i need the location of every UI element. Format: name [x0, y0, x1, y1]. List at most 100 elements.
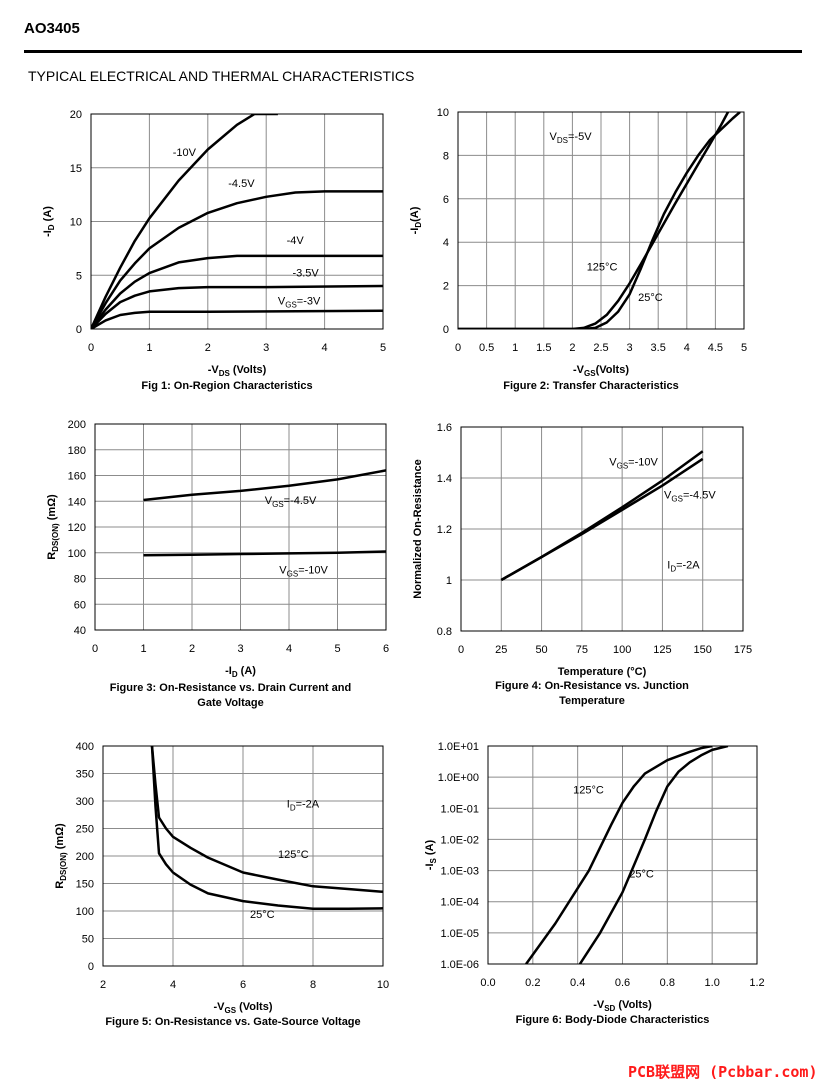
- y-axis-label: -ID(A): [409, 206, 423, 234]
- series-annotation: -4V: [287, 235, 305, 247]
- series-line-2: [150, 746, 383, 911]
- series-annotation: -10V: [173, 147, 197, 159]
- series-line-2: [91, 190, 383, 329]
- x-tick-label: 50: [535, 644, 547, 656]
- series-line-1: [150, 746, 383, 894]
- x-tick-label: 8: [310, 979, 316, 991]
- chart-6: 0.0 0.2 0.4 0.6 0.8 1.0 1.2 1.0E-06 1.0E-05 1.0E-…: [424, 741, 765, 1026]
- y-tick-label: 1.0E-06: [440, 959, 479, 971]
- x-tick-label: 5: [334, 643, 340, 655]
- y-tick-label: 400: [76, 741, 94, 753]
- series-line-2: [578, 746, 729, 964]
- x-tick-label: 0: [455, 342, 461, 354]
- y-tick-label: 80: [74, 574, 86, 586]
- series-line-1: [458, 112, 730, 329]
- series-annotation: 125°C: [587, 261, 618, 273]
- y-tick-label: 120: [68, 522, 86, 534]
- x-tick-label: 1: [140, 643, 146, 655]
- x-tick-label: 0: [88, 342, 94, 354]
- y-tick-label: 1.4: [437, 473, 452, 485]
- y-tick-label: 1.0E-04: [440, 897, 479, 909]
- figure-title: Figure 6: Body-Diode Characteristics: [516, 1014, 710, 1026]
- x-tick-label: 0.4: [570, 977, 585, 989]
- y-tick-label: 0: [76, 324, 82, 336]
- series-annotation: VGS=-4.5V: [265, 495, 317, 509]
- x-tick-label: 1.5: [536, 342, 551, 354]
- chart-4: 0 25 50 75 100 125 150 175 0.8 1 1.2 1.4 1.6 Temperat…: [412, 422, 752, 707]
- y-tick-label: 1: [446, 575, 452, 587]
- x-tick-label: 1.2: [749, 977, 764, 989]
- y-axis-label: RDS(ON) (mΩ): [54, 823, 68, 889]
- plot-frame: [457, 111, 745, 330]
- x-tick-label: 5: [741, 342, 747, 354]
- y-tick-label: 250: [76, 824, 94, 836]
- figure-title: Gate Voltage: [197, 697, 263, 709]
- figure-title: Temperature: [559, 695, 625, 707]
- header-divider: [24, 50, 802, 53]
- series-line-5: [91, 309, 383, 329]
- y-tick-label: 20: [70, 109, 82, 121]
- chart-2: 0 0.5 1 1.5 2 2.5 3 3.5 4 4.5 5 0 2 4 6 8 10 -VGS(Volts) -…: [409, 107, 747, 392]
- y-tick-label: 1.0E+00: [438, 772, 479, 784]
- figure-title: Figure 2: Transfer Characteristics: [503, 380, 678, 392]
- series-line-1: [500, 450, 704, 582]
- x-tick-label: 4: [322, 342, 328, 354]
- series-line-1: [143, 469, 386, 502]
- y-tick-label: 150: [76, 879, 94, 891]
- chart-3: 0 1 2 3 4 5 6 40 60 80 100 120 140 160 180 200 -ID (A) RD…: [46, 419, 389, 709]
- x-tick-label: 150: [694, 644, 712, 656]
- y-tick-label: 300: [76, 796, 94, 808]
- x-tick-label: 0: [92, 643, 98, 655]
- x-tick-label: 125: [653, 644, 671, 656]
- plot-frame: [102, 745, 384, 967]
- series-line-2: [143, 550, 386, 557]
- watermark: PCB联盟网 (Pcbbar.com): [628, 1063, 818, 1081]
- y-tick-label: 6: [443, 194, 449, 206]
- x-tick-label: 6: [383, 643, 389, 655]
- y-tick-label: 350: [76, 769, 94, 781]
- y-tick-label: 0.8: [437, 626, 452, 638]
- x-tick-label: 2: [569, 342, 575, 354]
- x-tick-label: 5: [380, 342, 386, 354]
- y-tick-label: 200: [76, 851, 94, 863]
- x-tick-label: 0.8: [660, 977, 675, 989]
- x-tick-label: 10: [377, 979, 389, 991]
- y-tick-label: 60: [74, 599, 86, 611]
- figure-title: Fig 1: On-Region Characteristics: [141, 380, 312, 392]
- y-tick-label: 100: [68, 548, 86, 560]
- x-axis-label: -VDS (Volts): [208, 364, 267, 378]
- series-line-3: [91, 254, 383, 329]
- plot-frame: [487, 745, 758, 965]
- series-annotation: VDS=-5V: [550, 131, 593, 145]
- x-axis-label: -ID (A): [225, 665, 256, 679]
- x-axis-label: -VSD (Volts): [593, 999, 652, 1013]
- figure-title: Figure 4: On-Resistance vs. Junction: [495, 680, 689, 692]
- y-tick-label: 1.0E-03: [440, 866, 479, 878]
- x-tick-label: 175: [734, 644, 752, 656]
- y-tick-label: 40: [74, 625, 86, 637]
- series-annotation: -4.5V: [228, 178, 255, 190]
- y-tick-label: 200: [68, 419, 86, 431]
- series-line-2: [458, 112, 741, 329]
- series-annotation: ID=-2A: [287, 799, 320, 813]
- series-annotation: 125°C: [278, 849, 309, 861]
- series-annotation: 25°C: [638, 292, 663, 304]
- y-tick-label: 8: [443, 150, 449, 162]
- x-tick-label: 2: [205, 342, 211, 354]
- x-tick-label: 0.5: [479, 342, 494, 354]
- x-tick-label: 3: [263, 342, 269, 354]
- series-annotation: VGS=-4.5V: [664, 489, 716, 503]
- y-tick-label: 1.2: [437, 524, 452, 536]
- y-tick-label: 5: [76, 270, 82, 282]
- x-tick-label: 4: [170, 979, 176, 991]
- series-line-1: [91, 114, 278, 329]
- section-title: TYPICAL ELECTRICAL AND THERMAL CHARACTER…: [28, 68, 415, 84]
- y-tick-label: 50: [82, 934, 94, 946]
- part-number: AO3405: [24, 20, 80, 37]
- x-axis-label: Temperature (°C): [558, 666, 647, 678]
- x-axis-label: -VGS (Volts): [213, 1001, 272, 1015]
- series-annotation: VGS=-10V: [609, 456, 658, 470]
- x-tick-label: 0.2: [525, 977, 540, 989]
- x-tick-label: 2: [189, 643, 195, 655]
